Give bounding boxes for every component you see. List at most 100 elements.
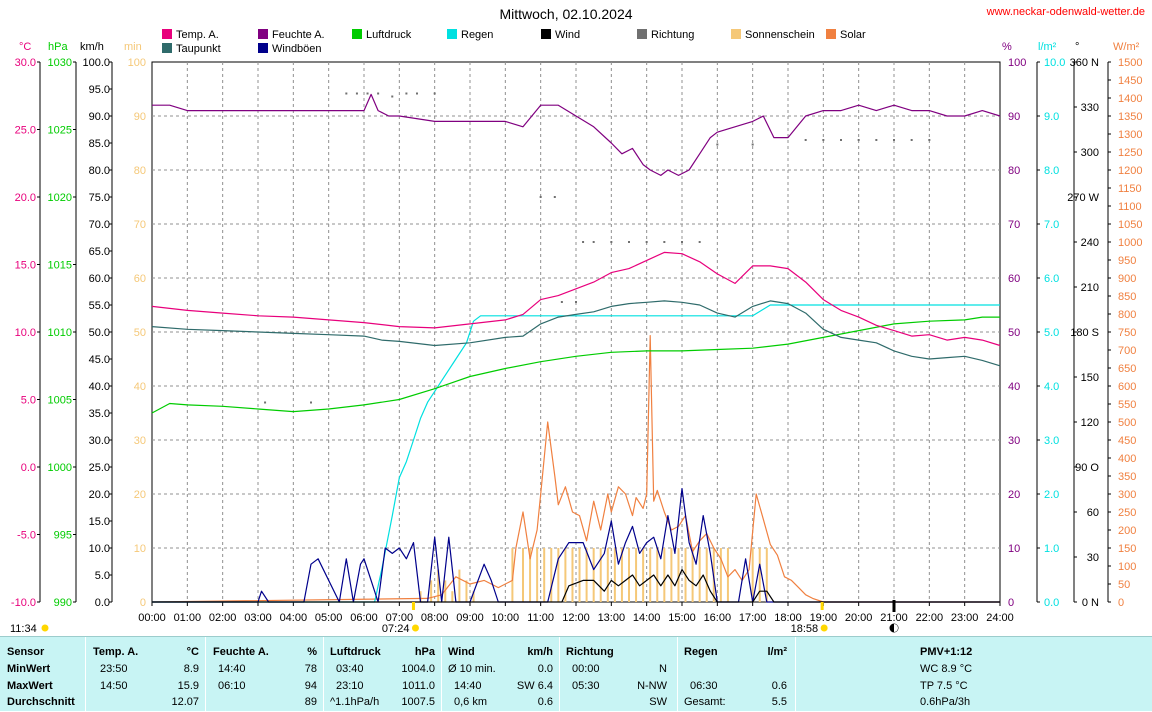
legend-swatch	[162, 43, 172, 53]
feuchte-unit: %	[307, 646, 317, 658]
direction-dot	[804, 139, 807, 141]
temp-header: Temp. A.	[93, 646, 139, 658]
direction-dot	[405, 92, 408, 95]
tick-label-humidity: 100	[1008, 57, 1026, 69]
tick-label-solar: 600	[1118, 381, 1136, 393]
luftdruck-trend: ^1.1hPa/h	[330, 696, 380, 708]
direction-dot	[355, 92, 358, 95]
legend-swatch	[731, 29, 741, 39]
temp-min-time: 23:50	[100, 663, 128, 675]
tick-label-solar: 1100	[1118, 201, 1142, 213]
tick-label-solar: 700	[1118, 345, 1136, 357]
tick-label-solar: 850	[1118, 291, 1136, 303]
luftdruck-header: Luftdruck	[330, 646, 381, 658]
tick-label-solar: 250	[1118, 507, 1136, 519]
x-tick-label: 21:00	[880, 612, 908, 624]
x-tick-label: 02:00	[209, 612, 237, 624]
tick-label-pressure: 1020	[48, 192, 72, 204]
tick-label-temp: 20.0	[15, 192, 36, 204]
row-label-max: MaxWert	[7, 680, 53, 692]
series-taupunkt	[151, 300, 1001, 367]
tick-label-solar: 1300	[1118, 129, 1142, 141]
unit-sunshine: min	[124, 41, 142, 53]
wind-unit: km/h	[527, 646, 553, 658]
tick-label-humidity: 80	[1008, 165, 1020, 177]
direction-dot	[377, 92, 380, 95]
tick-label-wind: 85.0	[89, 138, 110, 150]
x-tick-label: 11:00	[527, 612, 554, 624]
tick-label-direction: 270 W	[1067, 192, 1099, 204]
tick-label-solar: 1000	[1118, 237, 1142, 249]
tick-label-pressure: 1010	[48, 327, 72, 339]
tick-label-humidity: 0	[1008, 597, 1014, 609]
direction-dot	[310, 401, 312, 404]
richtung-avg: SW	[649, 696, 667, 708]
wind-max-value: SW 6.4	[516, 680, 553, 692]
feuchte-max-time: 06:10	[218, 680, 246, 692]
series-line-wind	[152, 568, 1000, 603]
tick-label-rain: 9.0	[1044, 111, 1059, 123]
x-tick-label: 20:00	[845, 612, 873, 624]
tick-label-wind: 60.0	[89, 273, 110, 285]
legend-label: Sonnenschein	[745, 29, 815, 41]
tick-label-temp: 30.0	[15, 57, 36, 69]
direction-dot	[681, 241, 683, 243]
tick-label-wind: 50.0	[89, 327, 110, 339]
tick-label-sunshine: 100	[128, 57, 146, 69]
direction-dot	[751, 143, 754, 146]
website-url[interactable]: www.neckar-odenwald-wetter.de	[986, 6, 1145, 18]
stats-wind: Wind km/h Ø 10 min. 0.0 14:40 SW 6.4 0,6…	[442, 637, 560, 712]
tick-label-solar: 1050	[1118, 219, 1142, 231]
tick-label-solar: 650	[1118, 363, 1136, 375]
tick-label-wind: 0.0	[95, 597, 110, 609]
tick-label-wind: 20.0	[89, 489, 110, 501]
tick-label-solar: 800	[1118, 309, 1136, 321]
tick-label-wind: 75.0	[89, 192, 110, 204]
temp-max-time: 14:50	[100, 680, 128, 692]
direction-dot	[433, 92, 436, 95]
legend-label: Luftdruck	[366, 29, 412, 41]
tick-label-direction: 60	[1087, 507, 1099, 519]
left-axes: 30.025.020.015.010.05.00.0-5.0-10.010301…	[11, 57, 146, 609]
unit-rain: l/m²	[1038, 41, 1057, 53]
direction-dot	[893, 139, 895, 141]
tick-label-humidity: 20	[1008, 489, 1020, 501]
direction-dot	[416, 92, 418, 95]
sunrise-label: 07:24	[382, 623, 410, 635]
legend-swatch	[637, 29, 647, 39]
direction-dot	[857, 139, 860, 141]
legend-label: Wind	[555, 29, 580, 41]
legend-swatch	[352, 29, 362, 39]
tick-label-direction: 120	[1081, 417, 1099, 429]
series-solar	[151, 335, 1000, 603]
tick-label-solar: 1250	[1118, 147, 1142, 159]
legend-swatch	[447, 29, 457, 39]
richtung-max-value: N-NW	[637, 680, 667, 692]
direction-dot	[592, 241, 595, 243]
plot-area	[151, 92, 1001, 603]
unit-wind: km/h	[80, 41, 104, 53]
tick-label-rain: 0.0	[1044, 597, 1059, 609]
tick-label-sunshine: 80	[134, 165, 146, 177]
tick-label-solar: 1350	[1118, 111, 1142, 123]
wind-avg-value: 0.0	[537, 663, 553, 675]
tick-label-sunshine: 50	[134, 327, 146, 339]
direction-dot	[928, 139, 931, 141]
row-label-avg: Durchschnitt	[7, 696, 75, 708]
x-axis: 00:00 01:00 02:00 03:00 04:00 05:00 06:00 07:00…	[138, 602, 1014, 624]
chart-title: Mittwoch, 02.10.2024	[499, 6, 632, 22]
tick-label-rain: 10.0	[1044, 57, 1065, 69]
tick-label-direction: 330	[1081, 102, 1099, 114]
regen-max-value: 0.6	[771, 680, 787, 692]
legend: Temp. A. Taupunkt Feuchte A. Windböen Luftdr…	[162, 29, 866, 55]
x-tick-label: 12:00	[562, 612, 590, 624]
x-tick-label: 09:00	[456, 612, 484, 624]
sunset-label: 18:58	[791, 623, 819, 635]
series-line-solar	[151, 335, 1000, 603]
x-tick-label: 04:00	[280, 612, 308, 624]
x-tick-label: 07:00	[386, 612, 414, 624]
unit-solar: W/m²	[1113, 41, 1140, 53]
right-axes: 100908070605040302010010.09.08.07.06.05.…	[1008, 57, 1142, 609]
tick-label-direction: 240	[1081, 237, 1099, 249]
direction-dot	[582, 241, 585, 243]
